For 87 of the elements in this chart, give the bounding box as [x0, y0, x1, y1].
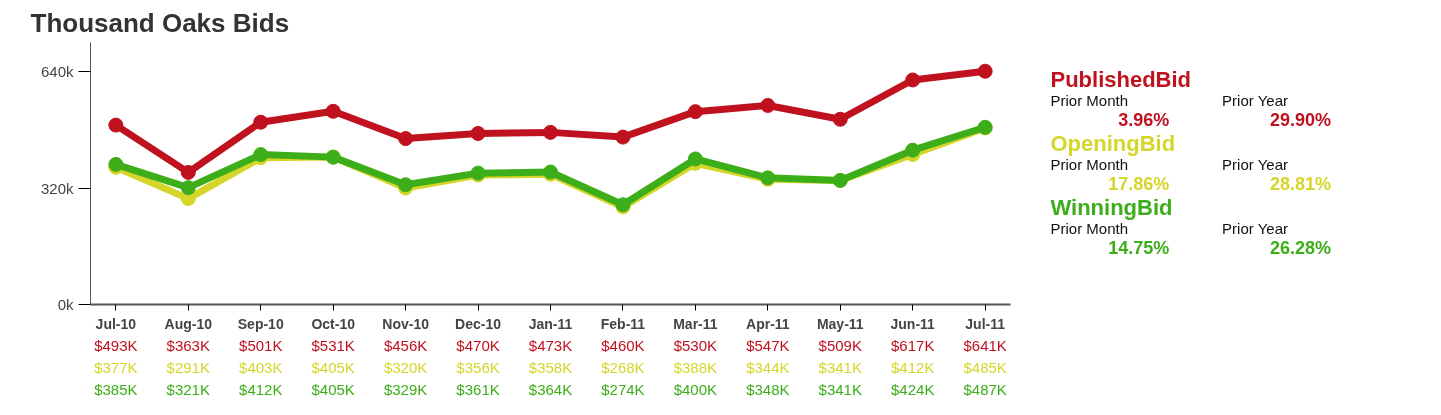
chart-title: Thousand Oaks Bids: [30, 7, 290, 38]
point: [687, 151, 703, 167]
point: [543, 124, 558, 140]
data-label: $377K: [94, 358, 138, 376]
x-tick-label: Aug-10: [164, 315, 213, 332]
data-label: $341K: [818, 380, 862, 398]
x-tick-label: Nov-10: [382, 315, 430, 332]
y-tick-label: 640k: [40, 63, 74, 81]
text: PublishedBid: [1050, 66, 1192, 92]
data-label: $641K: [963, 336, 1007, 354]
point: [832, 111, 848, 127]
text: 14.75%: [1108, 238, 1170, 259]
data-label: $361K: [456, 380, 500, 398]
data-label: $487K: [963, 380, 1007, 398]
text: Prior Month: [1050, 91, 1129, 109]
data-label: $364K: [528, 380, 573, 398]
data-label: $274K: [601, 380, 645, 398]
data-label: $363K: [166, 336, 210, 354]
data-label: $493K: [94, 336, 138, 354]
text: 3.96%: [1118, 109, 1170, 130]
data-label: $470K: [456, 336, 500, 354]
point: [180, 164, 196, 180]
y-tick-label: 320k: [40, 179, 74, 197]
data-label: $344K: [746, 358, 790, 376]
point: [977, 63, 993, 79]
data-label: $320K: [383, 358, 428, 376]
point: [253, 114, 269, 130]
point: [615, 129, 631, 145]
data-label: $291K: [166, 358, 210, 376]
data-label: $388K: [673, 358, 718, 376]
x-tick-label: Mar-11: [673, 315, 718, 332]
point: [905, 72, 921, 88]
data-label: $501K: [239, 336, 283, 354]
data-label: $358K: [528, 358, 573, 376]
data-label: $403K: [239, 358, 283, 376]
y-tick-label: 0k: [57, 296, 74, 313]
point: [108, 117, 124, 133]
data-label: $329K: [383, 380, 428, 398]
point: [398, 131, 414, 147]
x-tick-label: Jul-10: [95, 315, 137, 332]
x-tick-label: Jan-11: [528, 315, 573, 332]
data-label: $321K: [166, 380, 210, 398]
data-label: $460K: [601, 336, 645, 354]
data-label: $341K: [818, 358, 862, 376]
text: 17.86%: [1108, 173, 1170, 194]
data-label: $385K: [94, 380, 138, 398]
data-label: $405K: [311, 380, 355, 398]
data-label: $530K: [673, 336, 718, 354]
point: [180, 180, 196, 196]
data-label: $268K: [601, 358, 645, 376]
data-label: $412K: [239, 380, 283, 398]
x-tick-label: Dec-10: [455, 315, 502, 332]
x-tick-label: Jun-11: [890, 315, 936, 332]
data-label: $456K: [383, 336, 428, 354]
point: [325, 103, 341, 119]
x-tick-label: Feb-11: [600, 315, 646, 332]
text: WinningBid: [1050, 195, 1173, 221]
text: Prior Month: [1050, 220, 1129, 238]
point: [687, 104, 703, 120]
text: Prior Year: [1222, 91, 1288, 109]
text: OpeningBid: [1050, 130, 1176, 156]
text: Prior Year: [1222, 220, 1288, 238]
data-label: $348K: [746, 380, 790, 398]
data-label: $405K: [311, 358, 355, 376]
data-label: $617K: [891, 336, 935, 354]
point: [760, 97, 776, 113]
data-label: $424K: [891, 380, 935, 398]
text: 28.81%: [1269, 173, 1332, 194]
x-tick-label: Sep-10: [237, 315, 284, 332]
data-label: $531K: [311, 336, 355, 354]
point: [470, 125, 486, 141]
x-tick-label: May-11: [816, 315, 864, 332]
point: [905, 142, 921, 158]
data-label: $547K: [746, 336, 790, 354]
text: Prior Year: [1222, 155, 1288, 173]
data-label: $356K: [456, 358, 500, 376]
data-label: $509K: [818, 336, 862, 354]
text: 29.90%: [1269, 109, 1332, 130]
data-label: $485K: [963, 358, 1007, 376]
x-tick-label: Oct-10: [311, 315, 356, 332]
x-tick-label: Jul-11: [965, 315, 1006, 332]
data-label: $412K: [891, 358, 935, 376]
data-label: $400K: [673, 380, 718, 398]
data-label: $473K: [528, 336, 573, 354]
text: 26.28%: [1269, 238, 1332, 259]
text: Prior Month: [1050, 155, 1129, 173]
x-tick-label: Apr-11: [746, 315, 790, 332]
